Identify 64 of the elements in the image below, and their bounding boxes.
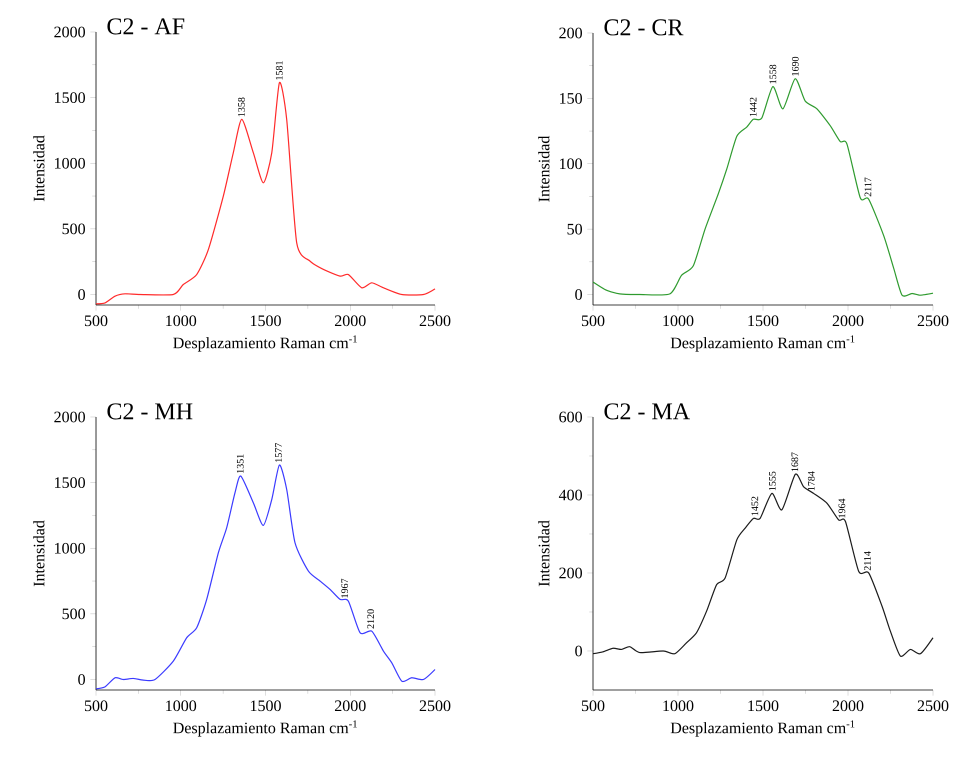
y-tick-label: 2000 bbox=[54, 26, 85, 38]
y-tick-label: 1500 bbox=[55, 477, 85, 488]
annotation: 1690 bbox=[792, 56, 799, 76]
annotation: 1452 bbox=[751, 496, 758, 516]
y-axis-title: Intensidad bbox=[538, 136, 550, 202]
annotation: 2117 bbox=[864, 177, 872, 196]
y-tick-label: 500 bbox=[62, 223, 85, 234]
x-tick-label: 1000 bbox=[663, 315, 694, 326]
x-axis-title: Desplazamiento Raman cm$^{-1}$ bbox=[670, 335, 854, 352]
y-tick-label: 200 bbox=[559, 28, 582, 38]
y-tick-label: 400 bbox=[558, 490, 582, 500]
x-axis-title: Desplazamiento Raman cm$^{-1}$ bbox=[173, 720, 357, 737]
annotation: 1964 bbox=[838, 498, 846, 518]
y-tick-label: 50 bbox=[568, 224, 582, 235]
annotation: 1555 bbox=[769, 472, 776, 490]
x-tick-label: 1000 bbox=[663, 700, 694, 712]
x-tick-label: 1500 bbox=[748, 315, 778, 326]
annotation: 1687 bbox=[791, 452, 798, 472]
chart-title: C2 - MH bbox=[107, 403, 192, 420]
annotation: 1967 bbox=[341, 578, 348, 598]
x-tick-label: 1500 bbox=[748, 700, 778, 712]
x-tick-label: 2500 bbox=[420, 315, 450, 326]
annotation: 1442 bbox=[750, 98, 756, 116]
annotation: 2120 bbox=[367, 609, 374, 628]
y-tick-label: 200 bbox=[559, 568, 582, 578]
annotation: 1581 bbox=[276, 61, 283, 80]
annotation: 1784 bbox=[808, 471, 815, 490]
x-tick-label: 1500 bbox=[250, 315, 281, 326]
chart-title: C2 - MA bbox=[604, 403, 690, 420]
y-tick-label: 1000 bbox=[55, 158, 85, 169]
chart-title: C2 - AF bbox=[107, 18, 184, 34]
annotation: 1358 bbox=[238, 98, 245, 116]
x-tick-label: 2000 bbox=[334, 700, 366, 712]
y-tick-label: 2000 bbox=[54, 412, 85, 422]
annotation: 1351 bbox=[236, 454, 244, 473]
y-tick-label: 1000 bbox=[55, 542, 85, 554]
annotation: 1577 bbox=[275, 443, 282, 462]
x-tick-label: 1000 bbox=[166, 315, 196, 326]
y-tick-label: 0 bbox=[78, 289, 85, 300]
chart-title: C2 - CR bbox=[604, 19, 684, 36]
y-axis-title: Intensidad bbox=[538, 520, 550, 586]
annotation: 2114 bbox=[864, 551, 871, 570]
y-tick-label: 600 bbox=[559, 412, 582, 422]
x-tick-label: 2000 bbox=[832, 315, 864, 326]
y-axis-title: Intensidad bbox=[33, 135, 44, 202]
line-series bbox=[592, 473, 934, 657]
y-tick-label: 1500 bbox=[55, 92, 85, 103]
x-tick-label: 2500 bbox=[918, 315, 948, 326]
x-tick-label: 1000 bbox=[166, 700, 196, 712]
y-tick-label: 500 bbox=[62, 608, 85, 620]
y-axis-title: Intensidad bbox=[33, 520, 44, 586]
x-tick-label: 2500 bbox=[918, 700, 948, 712]
annotation: 1558 bbox=[769, 64, 776, 84]
y-tick-label: 100 bbox=[560, 158, 582, 170]
y-tick-label: 150 bbox=[560, 92, 582, 104]
x-tick-label: 2500 bbox=[420, 700, 450, 712]
x-tick-label: 1500 bbox=[250, 700, 281, 712]
x-tick-label: 2000 bbox=[832, 700, 864, 712]
x-axis-title: Desplazamiento Raman cm$^{-1}$ bbox=[670, 720, 854, 737]
y-tick-label: 0 bbox=[575, 646, 582, 656]
x-axis-title: Desplazamiento Raman cm$^{-1}$ bbox=[173, 335, 357, 352]
y-tick-label: 0 bbox=[575, 289, 582, 300]
x-tick-label: 2000 bbox=[334, 315, 366, 326]
y-tick-label: 0 bbox=[78, 674, 85, 685]
